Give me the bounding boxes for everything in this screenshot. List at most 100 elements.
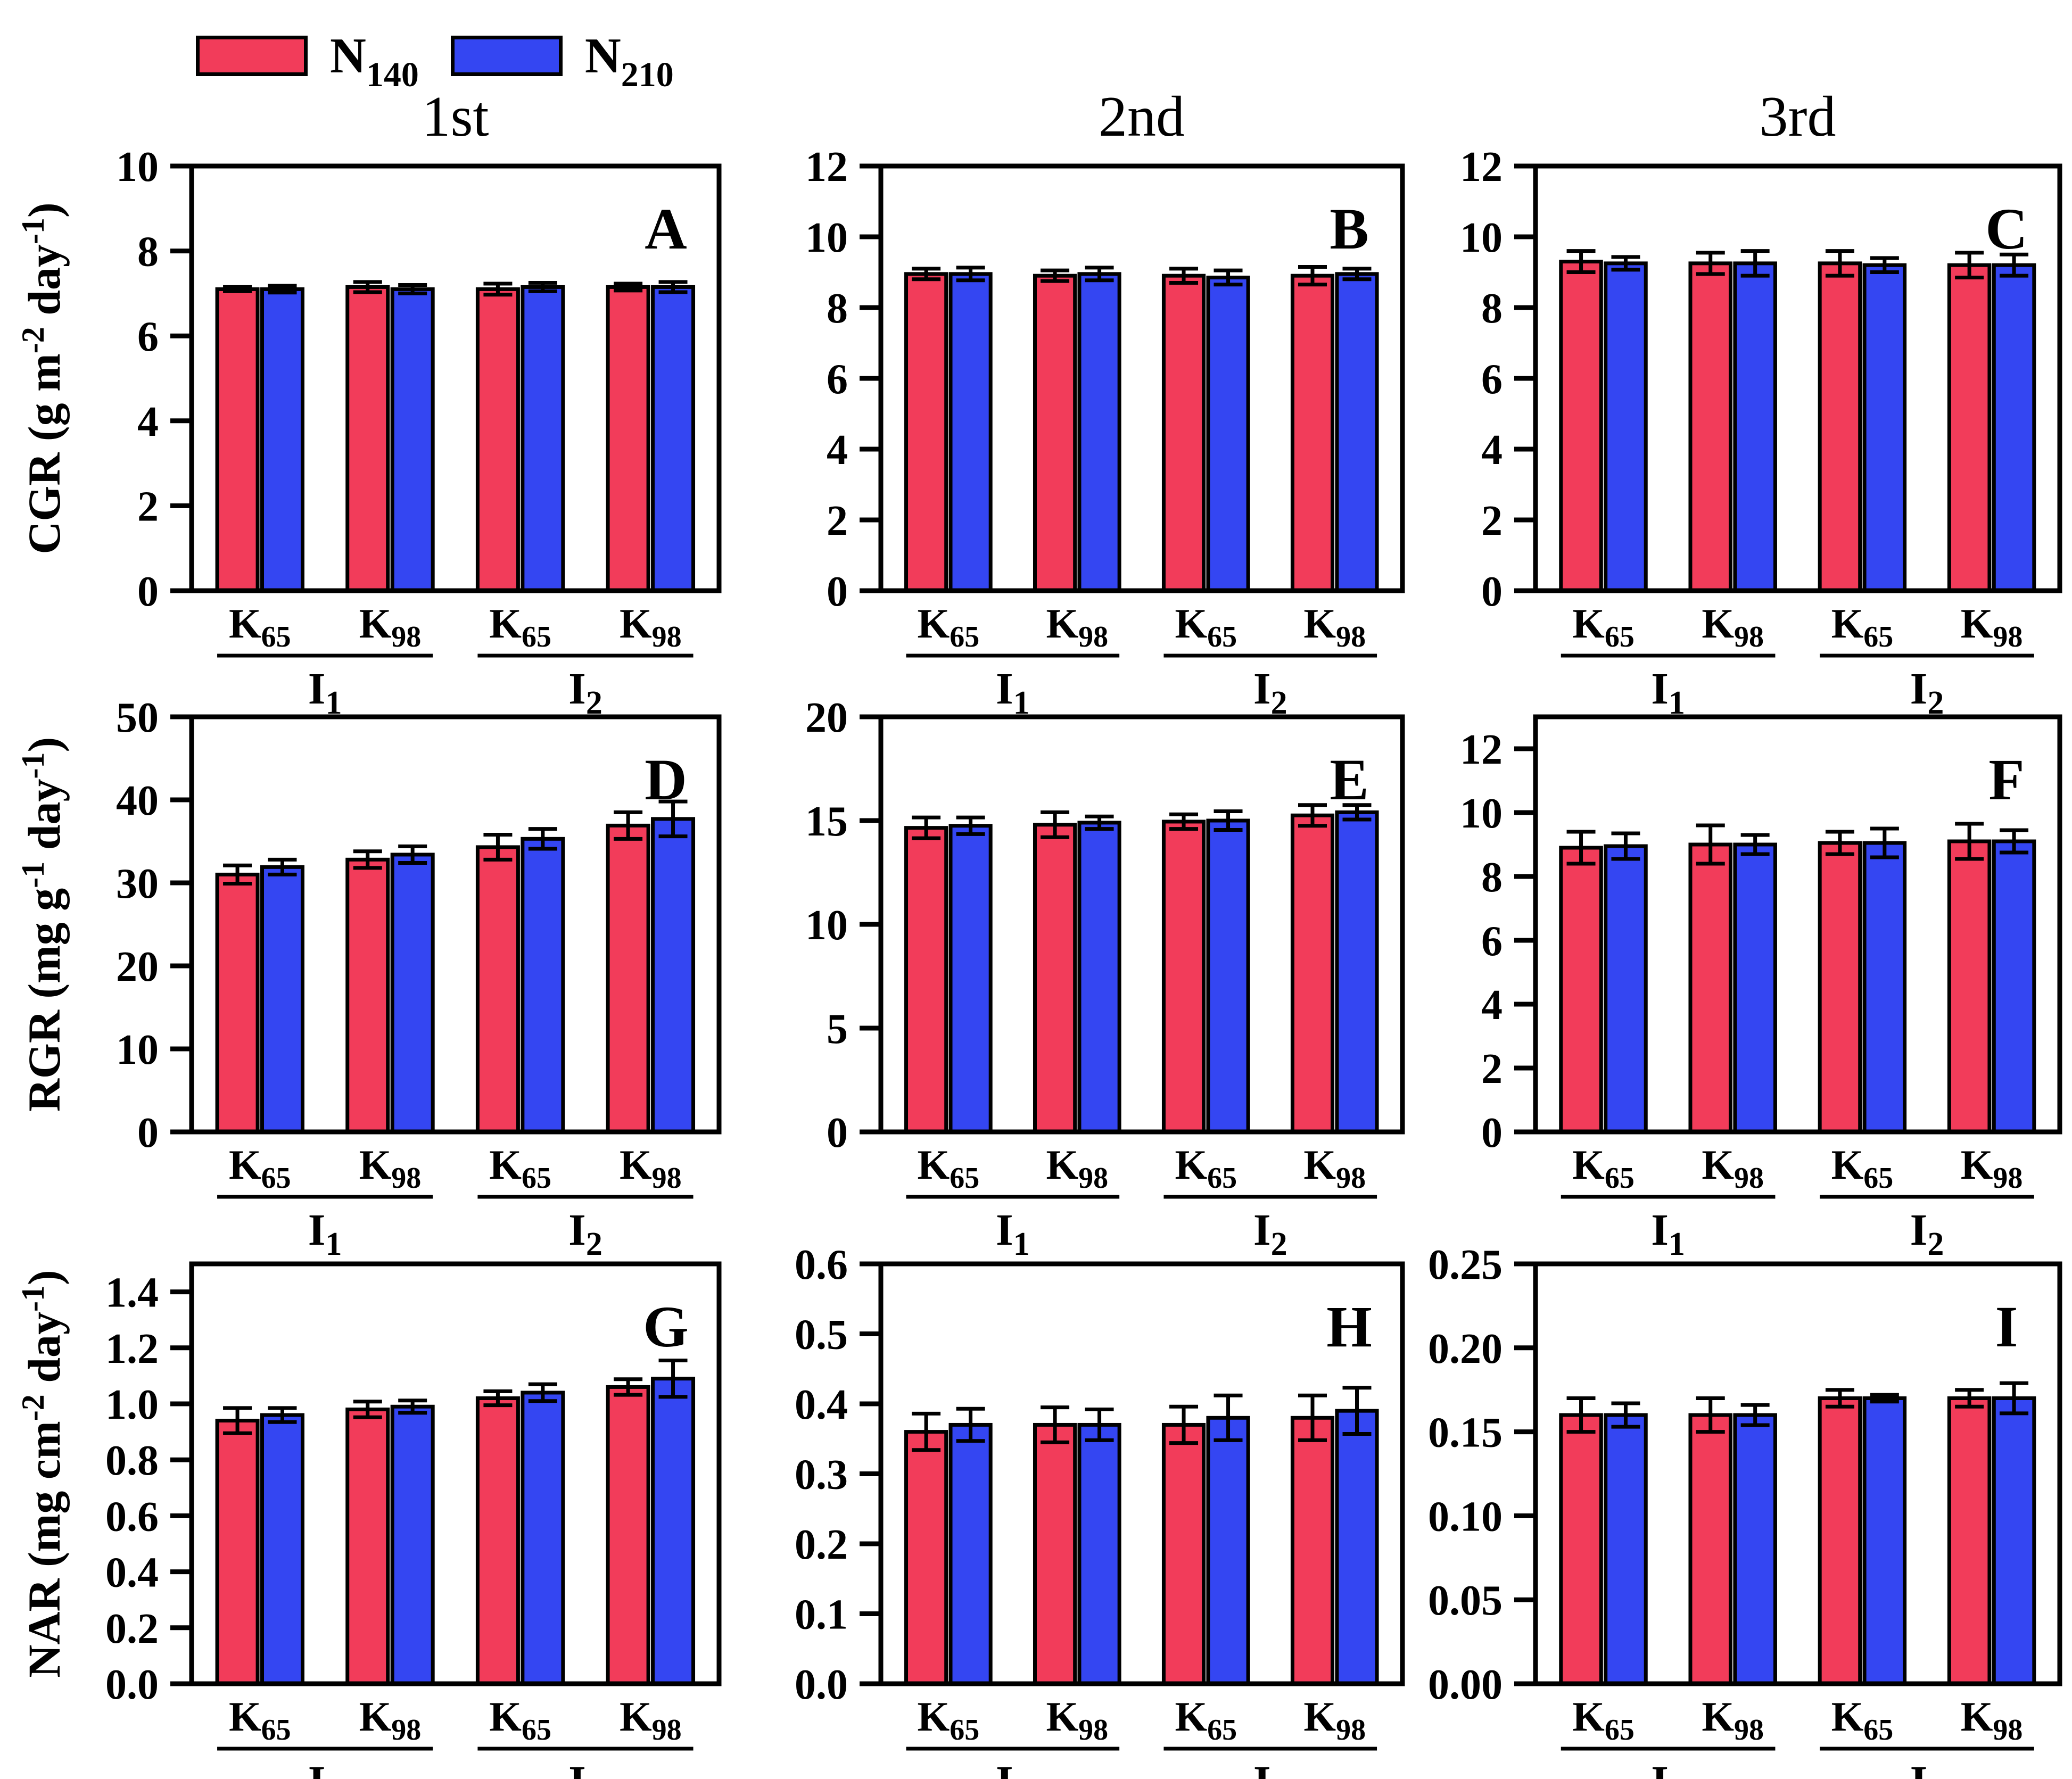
error-bar-C-I1-K98-N140 <box>1696 251 1725 276</box>
error-bar-G-I1-K65-N210 <box>268 1406 297 1424</box>
x-label-H-I2-K65: K65 <box>1175 1693 1237 1747</box>
bar-H-I2-K98-N210 <box>1335 1409 1379 1686</box>
error-bar-H-I2-K98-N210 <box>1342 1386 1372 1436</box>
bar-I-I2-K65-N210 <box>1862 1396 1907 1686</box>
x-label-A-I1-K98: K98 <box>359 600 422 653</box>
bar-I-I1-K98-N210 <box>1733 1413 1777 1686</box>
y-tick-label-D: 20 <box>116 944 159 990</box>
error-bar-C-I2-K98-N140 <box>1955 251 1984 279</box>
error-bar-G-I2-K98-N140 <box>614 1377 643 1397</box>
bar-F-I1-K65-N140 <box>1559 846 1603 1134</box>
error-bar-E-I2-K98-N140 <box>1298 803 1327 828</box>
bar-D-I2-K98-N210 <box>651 817 696 1134</box>
y-axis-label-A: CGR (g m-2 day-1) <box>15 202 70 554</box>
error-bar-G-I1-K65-N140 <box>223 1406 252 1435</box>
y-tick-label-I: 0.25 <box>1428 1242 1503 1288</box>
bar-C-I1-K98-N210 <box>1733 261 1777 593</box>
axis-box-I <box>1533 1261 2062 1686</box>
error-bar-A-I1-K98-N140 <box>353 280 382 294</box>
bar-F-I2-K98-N140 <box>1947 839 1992 1134</box>
group-label-A-I2: I2 <box>568 664 602 721</box>
y-tick-label-C: 4 <box>1481 427 1503 474</box>
error-bar-D-I2-K98-N210 <box>658 799 688 839</box>
y-tick-label-F: 12 <box>1460 726 1503 773</box>
y-tick-label-F: 8 <box>1481 854 1503 901</box>
bar-B-I2-K65-N210 <box>1206 275 1250 593</box>
panel-letter-G: G <box>643 1294 689 1359</box>
group-label-I-I1: I1 <box>1651 1757 1685 1779</box>
y-tick-label-G: 0.0 <box>105 1661 159 1708</box>
error-bar-C-I2-K65-N210 <box>1870 256 1899 274</box>
panel-D: 0 10 20 30 40 50 D K65 K98 K65 K98 I1 I2 RGR (mg g-1 … <box>15 694 722 1262</box>
bar-G-I2-K98-N210 <box>651 1377 696 1686</box>
y-tick-label-H: 0.5 <box>795 1312 848 1359</box>
y-tick-label-C: 12 <box>1460 144 1503 191</box>
legend-label-base: N <box>330 28 366 84</box>
error-bar-D-I1-K65-N140 <box>223 863 252 886</box>
bar-A-I1-K65-N140 <box>215 287 260 593</box>
x-label-G-I1-K65: K65 <box>229 1693 291 1747</box>
error-bar-C-I2-K65-N140 <box>1825 249 1854 278</box>
error-bar-A-I2-K98-N140 <box>614 282 643 293</box>
bar-C-I2-K98-N210 <box>1992 263 2036 593</box>
x-label-H-I2-K98: K98 <box>1303 1693 1366 1747</box>
y-tick-label-H: 0.4 <box>795 1381 848 1428</box>
bar-H-I2-K98-N140 <box>1290 1416 1335 1686</box>
group-label-C-I1: I1 <box>1651 664 1685 721</box>
error-bar-C-I1-K65-N140 <box>1566 249 1596 274</box>
error-bar-H-I1-K65-N210 <box>956 1406 985 1443</box>
panel-letter-F: F <box>1988 747 2024 812</box>
bar-B-I2-K98-N210 <box>1335 272 1379 593</box>
x-label-G-I2-K65: K65 <box>489 1693 551 1747</box>
bar-F-I1-K65-N210 <box>1604 844 1648 1134</box>
y-tick-label-G: 0.6 <box>105 1493 159 1540</box>
error-bar-D-I2-K65-N210 <box>528 827 557 851</box>
error-bar-E-I2-K65-N140 <box>1169 812 1199 831</box>
bar-F-I2-K65-N210 <box>1862 841 1907 1134</box>
x-label-G-I1-K98: K98 <box>359 1693 422 1747</box>
bar-E-I1-K98-N140 <box>1033 823 1077 1134</box>
bar-B-I2-K98-N140 <box>1290 274 1335 593</box>
bar-E-I1-K65-N210 <box>948 824 993 1134</box>
panel-A: 0 2 4 6 8 10 A K65 K98 K65 K98 I1 I2 CGR (g m-2 day-1… <box>15 144 722 721</box>
y-tick-label-D: 30 <box>116 860 159 907</box>
panel-H: 0.0 0.1 0.2 0.3 0.4 0.5 0.6 H K65 K98 K65 K98 I1 I2 <box>795 1242 1405 1779</box>
y-tick-label-B: 0 <box>827 568 848 615</box>
error-bar-F-I1-K65-N140 <box>1566 830 1596 866</box>
panel-I: 0.00 0.05 0.10 0.15 0.20 0.25 I K65 K98 K65 K98 I1 I… <box>1428 1242 2062 1779</box>
panel-letter-B: B <box>1330 196 1368 261</box>
y-tick-label-E: 20 <box>805 694 848 741</box>
panel-letter-E: E <box>1330 747 1368 812</box>
x-label-C-I2-K98: K98 <box>1961 600 2023 653</box>
x-label-C-I1-K98: K98 <box>1702 600 1764 653</box>
y-tick-label-A: 2 <box>137 483 159 530</box>
error-bar-B-I2-K65-N210 <box>1214 268 1243 287</box>
legend-item-n140: N140 <box>196 28 419 93</box>
y-tick-label-H: 0.2 <box>795 1521 848 1568</box>
bar-H-I1-K98-N140 <box>1033 1422 1077 1686</box>
group-label-F-I1: I1 <box>1651 1205 1685 1262</box>
panel-F: 0 2 4 6 8 10 12 F K65 K98 K65 K98 I1 I2 <box>1460 714 2062 1262</box>
y-tick-label-D: 50 <box>116 694 159 741</box>
x-label-C-I1-K65: K65 <box>1572 600 1635 653</box>
error-bar-F-I2-K98-N140 <box>1955 822 1984 861</box>
y-tick-label-F: 10 <box>1460 790 1503 837</box>
x-label-B-I1-K65: K65 <box>918 600 980 653</box>
bar-B-I1-K65-N140 <box>904 272 948 593</box>
error-bar-F-I2-K65-N140 <box>1825 830 1854 856</box>
x-label-B-I1-K98: K98 <box>1046 600 1108 653</box>
x-label-E-I1-K65: K65 <box>918 1141 980 1195</box>
error-bar-E-I2-K98-N210 <box>1342 803 1372 822</box>
bar-C-I2-K98-N140 <box>1947 263 1992 593</box>
error-bar-G-I2-K65-N210 <box>528 1382 557 1403</box>
bar-D-I2-K65-N210 <box>521 837 565 1134</box>
bar-D-I1-K98-N140 <box>345 857 390 1134</box>
group-label-I-I2: I2 <box>1910 1757 1944 1779</box>
x-label-I-I1-K65: K65 <box>1572 1693 1635 1747</box>
bar-C-I2-K65-N210 <box>1862 263 1907 593</box>
bar-A-I2-K65-N210 <box>521 285 565 593</box>
error-bar-A-I2-K65-N210 <box>528 280 557 293</box>
y-tick-label-B: 4 <box>827 427 848 474</box>
bar-B-I1-K98-N140 <box>1033 274 1077 593</box>
x-label-D-I2-K65: K65 <box>489 1141 551 1195</box>
